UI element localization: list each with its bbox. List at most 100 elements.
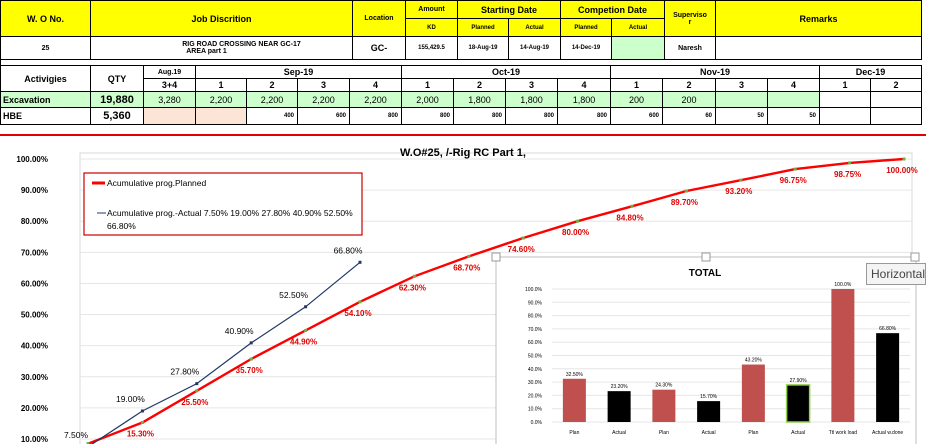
hbe-value[interactable]: 400	[247, 108, 298, 125]
planned-point[interactable]	[304, 328, 308, 332]
header-completion-date[interactable]: Competion Date	[561, 0, 665, 19]
excavation-value[interactable]: 200	[663, 92, 716, 108]
header-amount[interactable]: Amount	[406, 0, 458, 19]
header-completion-actual[interactable]: Actual	[612, 19, 665, 37]
excavation-value[interactable]	[871, 92, 922, 108]
job-wo-number[interactable]: 25	[0, 37, 91, 60]
week-nov-4[interactable]: 4	[768, 79, 820, 92]
actual-point[interactable]	[195, 382, 199, 386]
hbe-value[interactable]: 800	[558, 108, 611, 125]
bar-chart-resize-handle[interactable]	[701, 252, 711, 262]
excavation-value[interactable]: 200	[611, 92, 663, 108]
planned-point[interactable]	[467, 254, 471, 258]
planned-point[interactable]	[793, 167, 797, 171]
planned-point[interactable]	[358, 300, 362, 304]
line-chart-legend[interactable]	[83, 172, 363, 236]
actual-point[interactable]	[304, 305, 308, 309]
month-oct[interactable]: Oct-19	[402, 66, 611, 79]
excavation-value[interactable]: 2,200	[247, 92, 298, 108]
hbe-value[interactable]	[871, 108, 922, 125]
hbe-value[interactable]: 50	[768, 108, 820, 125]
actual-series-line[interactable]	[88, 261, 361, 444]
planned-point[interactable]	[739, 178, 743, 182]
qty-header[interactable]: QTY	[91, 66, 144, 92]
week-oct-1[interactable]: 1	[402, 79, 454, 92]
hbe-value[interactable]: 50	[716, 108, 768, 125]
header-location[interactable]: Location	[353, 0, 406, 37]
hbe-value[interactable]: 800	[506, 108, 558, 125]
excavation-value[interactable]: 3,280	[144, 92, 196, 108]
week-sep-2[interactable]: 2	[247, 79, 298, 92]
header-wo-no[interactable]: W. O No.	[0, 0, 91, 37]
bar-plan[interactable]	[562, 378, 586, 422]
excavation-value[interactable]: 2,000	[402, 92, 454, 108]
hbe-value[interactable]	[144, 108, 196, 125]
activity-name-hbe[interactable]: HBE	[0, 108, 91, 125]
hbe-value[interactable]: 800	[350, 108, 402, 125]
bar-plan[interactable]	[741, 364, 765, 422]
job-amount[interactable]: 155,429.5	[406, 37, 458, 60]
bar-chart-resize-handle[interactable]	[910, 252, 920, 262]
excavation-value[interactable]	[768, 92, 820, 108]
hbe-value[interactable]: 600	[611, 108, 663, 125]
activity-qty-excavation[interactable]: 19,880	[91, 92, 144, 108]
planned-point[interactable]	[412, 274, 416, 278]
planned-series-line[interactable]	[87, 157, 905, 444]
week-sep-3[interactable]: 3	[298, 79, 350, 92]
job-location[interactable]: GC-	[353, 37, 406, 60]
month-nov[interactable]: Nov-19	[611, 66, 820, 79]
week-aug-3-4[interactable]: 3+4	[144, 79, 196, 92]
bar-actual[interactable]	[607, 391, 631, 422]
hbe-value[interactable]: 60	[663, 108, 716, 125]
planned-point[interactable]	[140, 421, 144, 425]
header-job-description[interactable]: Job Discrition	[91, 0, 353, 37]
month-sep[interactable]: Sep-19	[196, 66, 402, 79]
week-oct-2[interactable]: 2	[454, 79, 506, 92]
excavation-value[interactable]: 1,800	[506, 92, 558, 108]
header-start-actual[interactable]: Actual	[509, 19, 561, 37]
job-completion-planned[interactable]: 14-Dec-19	[561, 37, 612, 60]
activity-name-excavation[interactable]: Excavation	[0, 92, 91, 108]
hbe-value[interactable]	[196, 108, 247, 125]
excavation-value[interactable]: 2,200	[298, 92, 350, 108]
activities-header[interactable]: Activigies	[0, 66, 91, 92]
excavation-value[interactable]: 2,200	[196, 92, 247, 108]
actual-point[interactable]	[140, 409, 144, 413]
month-dec[interactable]: Dec-19	[820, 66, 922, 79]
header-remarks[interactable]: Remarks	[716, 0, 922, 37]
job-start-planned[interactable]: 18-Aug-19	[458, 37, 509, 60]
job-completion-actual[interactable]	[612, 37, 665, 60]
header-start-planned[interactable]: Planned	[458, 19, 509, 37]
hbe-value[interactable]: 800	[454, 108, 506, 125]
week-sep-1[interactable]: 1	[196, 79, 247, 92]
bar-actual-w-done[interactable]	[876, 333, 900, 422]
job-remarks[interactable]	[716, 37, 922, 60]
bar-ttl-work-load[interactable]	[831, 289, 855, 422]
planned-point[interactable]	[848, 161, 852, 165]
bar-chart-resize-handle[interactable]	[491, 252, 501, 262]
activity-qty-hbe[interactable]: 5,360	[91, 108, 144, 125]
planned-point[interactable]	[684, 189, 688, 193]
planned-point[interactable]	[195, 389, 199, 393]
job-description[interactable]: RIG ROAD CROSSING NEAR GC-17 AREA part 1	[91, 37, 353, 60]
week-nov-3[interactable]: 3	[716, 79, 768, 92]
excavation-value[interactable]	[820, 92, 871, 108]
excavation-value[interactable]: 1,800	[454, 92, 506, 108]
job-start-actual[interactable]: 14-Aug-19	[509, 37, 561, 60]
week-sep-4[interactable]: 4	[350, 79, 402, 92]
planned-point[interactable]	[902, 157, 906, 161]
actual-point[interactable]	[249, 341, 253, 345]
job-supervisor[interactable]: Naresh	[665, 37, 716, 60]
bar-plan[interactable]	[652, 389, 676, 422]
actual-point[interactable]	[358, 260, 362, 264]
week-nov-2[interactable]: 2	[663, 79, 716, 92]
month-aug[interactable]: Aug.19	[144, 66, 196, 79]
week-dec-2[interactable]: 2	[871, 79, 922, 92]
excavation-value[interactable]: 1,800	[558, 92, 611, 108]
week-nov-1[interactable]: 1	[611, 79, 663, 92]
header-supervisor[interactable]: Superviso r	[665, 0, 716, 37]
header-starting-date[interactable]: Starting Date	[458, 0, 561, 19]
hbe-value[interactable]	[820, 108, 871, 125]
hbe-value[interactable]: 800	[402, 108, 454, 125]
planned-point[interactable]	[630, 204, 634, 208]
